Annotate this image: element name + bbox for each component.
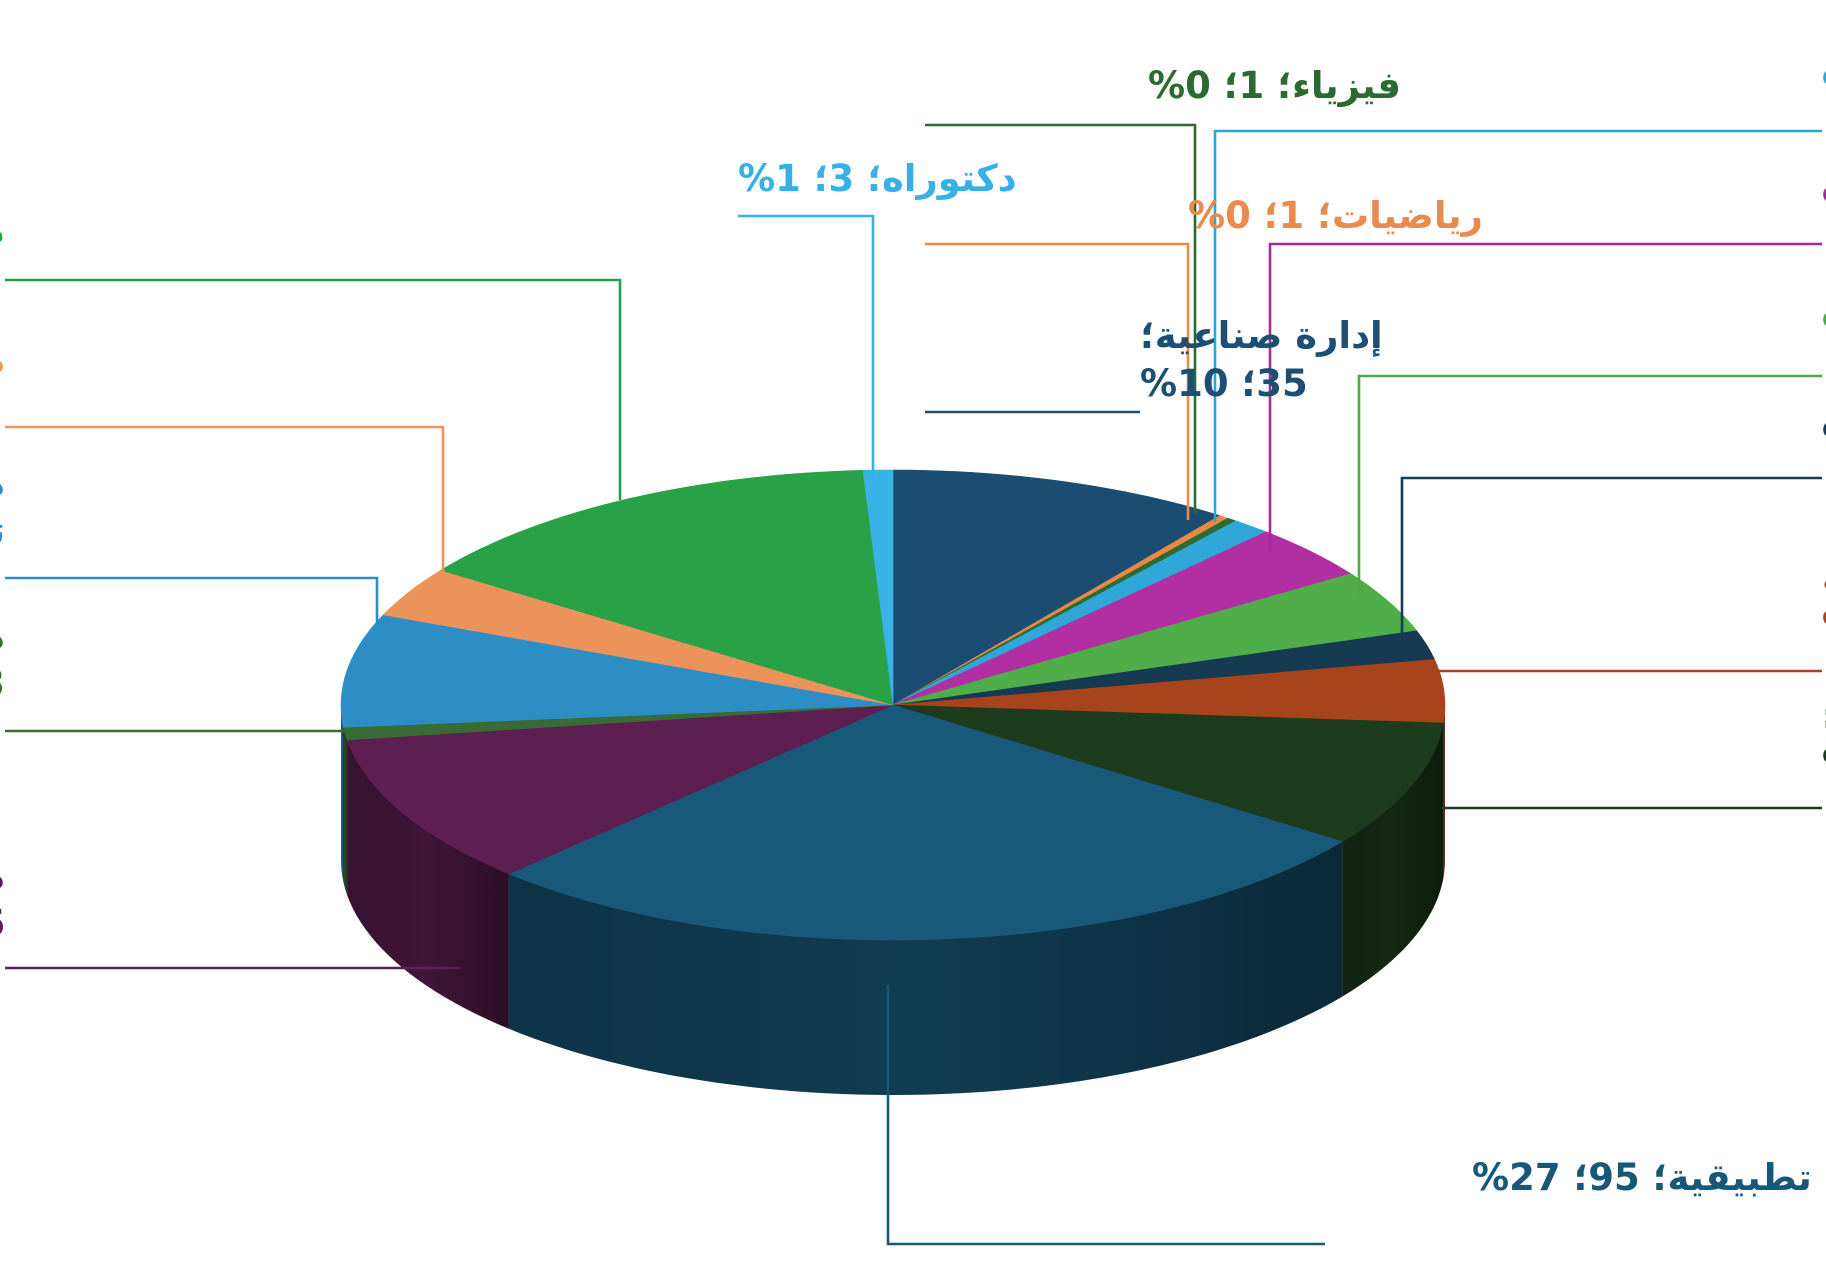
slice-3-label-1: هندسة بترولية؛ 4؛ 1% [1822,64,1826,107]
slice-0-top [892,469,1221,706]
slice-2-leader-line [925,123,1197,514]
slice-13-top [382,569,894,706]
slice-2-label-1: فيزياء؛ 1؛ 0% [1148,64,1401,107]
slice-11-label-2: 3؛ 1% [0,662,5,705]
slice-12-leader-line [5,576,379,627]
slice-9-label-1: هندسة مدنية تطبيقية؛ 95؛ 27% [1472,1156,1826,1199]
slice-10-top [346,704,894,875]
slice-9-leader-line [886,985,1325,1246]
slice-12-side-shade [341,705,344,883]
slice-5-leader-line [1357,374,1822,597]
slice-1-label-1: رياضيات؛ 1؛ 0% [1188,194,1483,237]
slice-9-top [508,704,1343,941]
slice-13-label-1: هندسة نظم؛ 12؛ 3% [0,338,5,381]
slice-7-top [892,659,1446,724]
slice-4-top [892,531,1352,706]
slice-3-leader-line [1213,129,1822,522]
slice-5-label-1: هندسة كهربائيةتطبيقية؛ 15؛ 4% [1822,306,1826,349]
slice-15-label-1: دكتوراه؛ 3؛ 1% [738,157,1017,200]
slice-7-label-2: تطبيقية؛ 15؛ 4% [1822,604,1826,647]
slice-8-label-2: 30؛ 9% [1822,742,1826,785]
slice-11-side-shade [343,727,348,895]
slice-14-leader-line [5,278,622,500]
slice-11-label-1: هندسة ميكانيكية؛ [0,614,5,657]
slice-10-label-2: 36؛ 10% [0,902,5,945]
slice-6-top [892,630,1436,706]
slice-4-leader-line [1268,242,1822,552]
slice-10-side-shade [347,740,509,1029]
slice-4-label-1: هندسة كهربائية؛ 13؛ 4% [1822,181,1826,224]
slice-10-label-1: هندسة معمارية؛ [0,854,5,897]
slice-8-side-shade [1342,723,1444,997]
slice-12-label-1: هندسة ميكانيكية [0,461,5,504]
slice-7-label-1: هندسة كيميائية [1822,556,1826,599]
slice-6-leader-line [1400,476,1822,640]
slice-8-label-1: هندسة مدنية؛ [1822,694,1826,737]
slice-7-side-shade [1443,705,1445,879]
slice-1-leader-line [925,242,1190,520]
slice-6-label-1: هندسة كيميائية؛ 7؛ 2% [1822,416,1826,459]
slice-12-label-2: تطبيقية؛ 27؛ 8% [0,509,5,552]
slice-15-top [862,469,894,706]
slice-12-top [340,614,894,728]
slice-14-top [440,469,894,706]
slice-13-leader-line [5,425,445,574]
slice-15-leader-line [738,214,875,478]
slice-9-side-shade [508,841,1343,1095]
slice-0-label-1: إدارة صناعية؛ [1140,314,1383,357]
slice-8-top [892,704,1444,842]
slice-14-label-1: ماجستير؛ 50؛ 14% [0,208,5,251]
slice-0-label-2: 35؛ 10% [1140,362,1308,405]
